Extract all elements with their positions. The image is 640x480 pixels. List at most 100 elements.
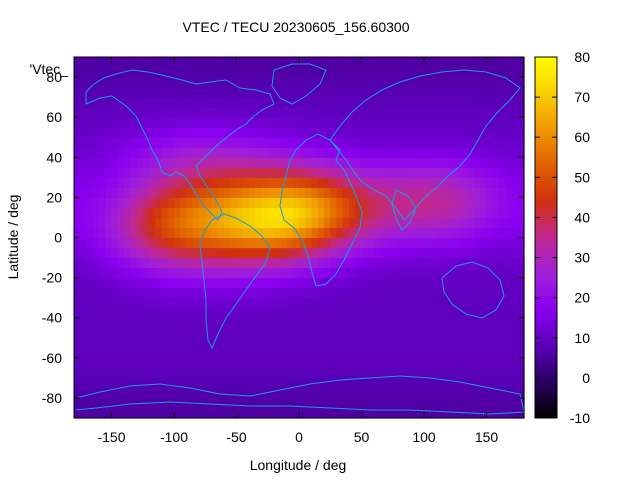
heatmap-cell [242,197,250,209]
heatmap-cell [330,367,338,379]
heatmap-cell [324,287,331,299]
heatmap-cell [374,197,381,209]
heatmap-cell [136,347,144,359]
heatmap-cell [517,187,525,198]
heatmap-cell [480,117,488,128]
heatmap-cell [511,207,519,219]
heatmap-cell [505,227,513,239]
heatmap-cell [261,397,269,409]
heatmap-cell [467,117,475,128]
y-axis-label: Latitude / deg [5,195,21,280]
heatmap-cell [236,157,244,168]
heatmap-cell [180,107,188,118]
heatmap-cell [92,87,100,98]
heatmap-cell [174,357,181,369]
heatmap-cell [492,237,500,249]
heatmap-cell [136,287,144,299]
heatmap-cell [155,377,163,389]
heatmap-cell [380,407,388,419]
heatmap-cell [336,397,344,409]
heatmap-cell [280,127,288,138]
heatmap-cell [405,337,413,349]
heatmap-cell [486,357,494,369]
heatmap-cell [186,137,194,148]
heatmap-cell [324,207,331,219]
heatmap-cell [349,187,356,198]
heatmap-cell [149,247,156,259]
heatmap-cell [117,207,125,219]
heatmap-cell [161,117,169,128]
heatmap-cell [399,327,406,339]
heatmap-cell [280,207,288,219]
heatmap-cell [442,177,450,188]
heatmap-cell [474,187,481,198]
heatmap-cell [392,97,400,108]
heatmap-cell [86,67,94,78]
heatmap-cell [136,377,144,389]
heatmap-cell [117,147,125,158]
heatmap-cell [386,247,394,259]
heatmap-cell [349,137,356,148]
heatmap-cell [405,187,413,198]
heatmap-cell [467,327,475,339]
heatmap-cell [117,337,125,349]
heatmap-cell [292,247,300,259]
heatmap-cell [492,377,500,389]
heatmap-cell [286,377,294,389]
heatmap-cell [249,187,256,198]
heatmap-cell [380,317,388,329]
heatmap-cell [217,247,225,259]
heatmap-cell [142,307,150,319]
heatmap-cell [455,237,463,249]
heatmap-cell [286,307,294,319]
heatmap-cell [430,237,438,249]
heatmap-cell [492,127,500,138]
heatmap-cell [249,317,256,329]
heatmap-cell [449,87,456,98]
heatmap-cell [111,387,119,399]
heatmap-cell [111,267,119,279]
heatmap-cell [211,237,219,249]
heatmap-cell [242,367,250,379]
heatmap-cell [80,317,88,329]
heatmap-cell [392,257,400,269]
heatmap-cell [511,377,519,389]
heatmap-cell [424,127,431,138]
heatmap-cell [349,307,356,319]
heatmap-cell [161,247,169,259]
heatmap-cell [430,297,438,309]
heatmap-cell [255,217,263,229]
heatmap-cell [361,377,369,389]
heatmap-cell [211,267,219,279]
heatmap-cell [511,187,519,198]
heatmap-cell [92,127,100,138]
heatmap-cell [317,307,325,319]
heatmap-cell [161,277,169,289]
heatmap-cell [380,267,388,279]
heatmap-cell [486,67,494,78]
heatmap-cell [80,267,88,279]
heatmap-cell [399,287,406,299]
heatmap-cell [99,197,106,209]
heatmap-cell [299,257,306,269]
heatmap-cell [211,97,219,108]
heatmap-cell [474,157,481,168]
heatmap-cell [149,187,156,198]
heatmap-cell [424,177,431,188]
heatmap-cell [430,317,438,329]
heatmap-cell [455,67,463,78]
heatmap-cell [411,237,419,249]
heatmap-cell [280,107,288,118]
heatmap-cell [155,67,163,78]
heatmap-cell [330,207,338,219]
heatmap-cell [349,177,356,188]
heatmap-cell [374,57,381,68]
y-tick-label: 40 [46,149,62,165]
heatmap-cell [267,147,275,158]
heatmap-cell [130,287,138,299]
heatmap-cell [274,257,281,269]
heatmap-cell [286,187,294,198]
heatmap-cell [455,77,463,88]
heatmap-cell [399,137,406,148]
heatmap-cell [280,157,288,168]
